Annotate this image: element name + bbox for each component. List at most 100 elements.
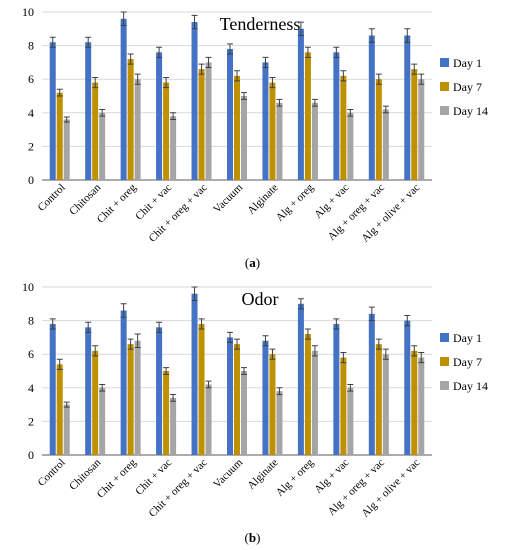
odor-error-bar: [191, 286, 198, 301]
tenderness-bar-day-1-alg-olive-vac: [404, 35, 411, 180]
odor-error-bar: [375, 338, 382, 350]
tenderness-error-bar: [163, 77, 170, 89]
tenderness-error-bar: [234, 70, 240, 82]
tenderness-bar-day-14-alg-oreg: [311, 102, 318, 180]
odor-x-tick-label: Alg + oreg: [274, 456, 317, 499]
odor-error-bar: [382, 348, 389, 360]
odor-bar-day-1-chit-vac: [156, 327, 163, 455]
tenderness-error-bar: [191, 14, 198, 30]
odor-x-tick-label: Vacuum: [211, 456, 245, 490]
odor-error-bar: [269, 348, 276, 360]
odor-bar-day-14-alg-vac: [347, 387, 354, 455]
odor-error-bar: [311, 345, 318, 357]
odor-bar-day-1-chit-oreg: [120, 310, 127, 455]
tenderness-x-tick-label: Alginate: [245, 182, 280, 217]
odor-legend-label-day-7: Day 7: [453, 355, 482, 369]
odor-chart-panel: 0 2 4 6 8 10 Control Chitosan Chit + oreg Chit + …: [0, 275, 505, 550]
tenderness-bar-day-7-alg-oreg-vac: [375, 79, 382, 180]
tenderness-bar-day-1-chit-oreg: [120, 18, 127, 180]
odor-error-bar: [276, 387, 283, 396]
odor-bar-day-1-chit-oreg-vac: [191, 293, 198, 455]
odor-bar-day-7-chit-oreg-vac: [198, 323, 205, 455]
odor-bar-day-7-alg-oreg: [304, 334, 311, 455]
tenderness-bar-day-14-alg-olive-vac: [418, 79, 425, 180]
tenderness-error-bar: [347, 108, 354, 117]
tenderness-error-bar: [241, 92, 247, 100]
tenderness-bar-day-7-chit-oreg: [127, 59, 134, 180]
tenderness-bar-day-1-control: [49, 42, 56, 180]
odor-error-bar: [170, 394, 177, 402]
tenderness-chart-panel: 0 2 4 6 8 10 Control Chitosan Chit + oreg Chit + …: [22, 5, 488, 270]
tenderness-error-bar: [85, 36, 92, 48]
odor-legend-swatch-day-1: [440, 333, 449, 342]
odor-y-tick-label: 2: [28, 414, 34, 428]
tenderness-error-bar: [205, 56, 212, 68]
odor-error-bar: [205, 380, 212, 389]
odor-x-tick-label: Chitosan: [67, 456, 103, 492]
tenderness-bar-day-1-chitosan: [85, 42, 92, 180]
tenderness-legend-label-day-7: Day 7: [453, 80, 482, 94]
odor-error-bar: [49, 318, 56, 330]
tenderness-bar-day-1-chit-vac: [156, 52, 163, 180]
odor-error-bar: [156, 321, 163, 333]
tenderness-error-bar: [127, 53, 134, 65]
tenderness-bar-day-7-alg-olive-vac: [411, 69, 418, 180]
odor-chart-title: Odor: [242, 289, 279, 309]
odor-bar-day-7-chit-vac: [163, 371, 170, 455]
tenderness-error-bar: [156, 46, 163, 58]
odor-bar-day-14-chit-oreg: [134, 340, 141, 455]
tenderness-error-bar: [269, 77, 276, 89]
odor-error-bar: [120, 303, 127, 318]
odor-legend-label-day-1: Day 1: [453, 331, 482, 345]
odor-error-bar: [99, 383, 106, 392]
tenderness-y-tick-label: 6: [28, 72, 34, 86]
odor-bar-day-14-chitosan: [99, 387, 106, 455]
odor-bar-day-7-chitosan: [92, 350, 99, 455]
tenderness-y-tick-label: 2: [28, 139, 34, 153]
tenderness-x-tick-label: Chitosan: [67, 181, 103, 217]
tenderness-error-bar: [418, 73, 425, 85]
tenderness-bar-day-1-alg-oreg: [297, 28, 304, 180]
tenderness-error-bar: [340, 70, 347, 82]
odor-bar-day-1-chitosan: [85, 327, 92, 455]
tenderness-error-bar: [382, 105, 389, 114]
tenderness-error-bar: [227, 43, 233, 55]
odor-error-bar: [198, 318, 205, 330]
odor-x-tick-label: Alginate: [245, 457, 280, 492]
odor-bar-day-1-control: [49, 323, 56, 455]
odor-x-tick-label: Chit + oreg: [95, 456, 139, 500]
tenderness-legend-swatch-day-7: [440, 82, 449, 91]
odor-bar-day-1-vacuum: [227, 337, 233, 455]
odor-bar-day-7-control: [56, 364, 63, 455]
tenderness-bar-day-7-chitosan: [92, 82, 99, 180]
odor-bar-day-1-alg-vac: [333, 323, 340, 455]
tenderness-error-bar: [56, 88, 63, 97]
tenderness-x-tick-label: Control: [36, 182, 68, 214]
tenderness-bar-day-1-alg-vac: [333, 52, 340, 180]
tenderness-x-tick-label: Chit + oreg: [95, 181, 139, 225]
odor-error-bar: [347, 383, 354, 392]
tenderness-y-tick-label: 8: [28, 39, 34, 53]
odor-error-bar: [418, 352, 425, 364]
odor-caption: (b): [244, 530, 261, 545]
odor-bar-day-14-chit-oreg-vac: [205, 384, 212, 455]
odor-bar-day-1-alg-olive-vac: [404, 320, 411, 455]
tenderness-error-bar: [170, 112, 177, 121]
odor-error-bar: [85, 321, 92, 333]
tenderness-error-bar: [49, 36, 56, 48]
tenderness-error-bar: [63, 116, 70, 123]
odor-y-tick-label: 0: [28, 448, 34, 462]
odor-bar-day-1-alg-oreg: [297, 303, 304, 455]
tenderness-x-tick-label: Alg + oreg: [274, 181, 317, 224]
odor-bar-day-7-vacuum: [234, 344, 240, 455]
odor-error-bar: [404, 315, 411, 327]
odor-legend-swatch-day-7: [440, 357, 449, 366]
odor-bar-day-14-control: [63, 404, 70, 455]
tenderness-bar-day-14-control: [63, 119, 70, 180]
odor-error-bar: [333, 318, 340, 330]
odor-bar-day-1-alg-oreg-vac: [368, 313, 375, 455]
odor-legend-swatch-day-14: [440, 381, 449, 390]
odor-error-bar: [56, 358, 63, 370]
